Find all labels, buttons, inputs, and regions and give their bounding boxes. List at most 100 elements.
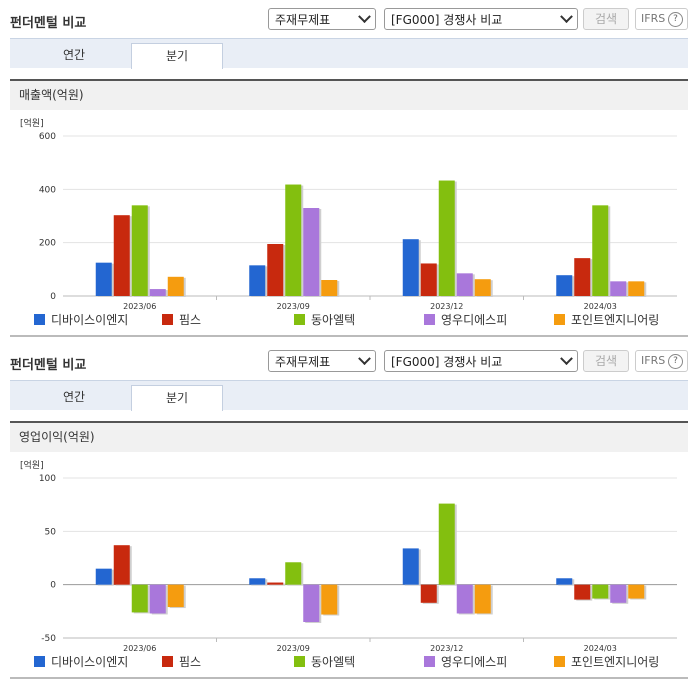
tab-quarterly[interactable]: 분기: [131, 385, 223, 411]
fundamental-panel-revenue: 펀더멘털 비교 주재무제표 [FG000] 경쟁사 비교 검색 IFRS ? 연…: [0, 8, 696, 337]
ifrs-label: IFRS: [641, 12, 666, 25]
legend-item[interactable]: 핌스: [162, 653, 201, 671]
bar: [167, 276, 184, 296]
bar: [456, 273, 473, 296]
bar: [438, 180, 455, 296]
bar-chart: [억원] 0 200 400 600 2023/06 2023/09 2023/12 2024/…: [20, 117, 677, 310]
chart-legend: 디바이스이엔지 핌스 동아엘텍 영우디에스피 포인트엔지니어링: [0, 311, 696, 329]
legend-swatch: [34, 656, 45, 667]
bar: [474, 279, 491, 296]
peer-select[interactable]: [FG000] 경쟁사 비교: [384, 8, 578, 30]
chevron-down-icon: [358, 352, 371, 366]
chevron-down-icon: [358, 10, 371, 24]
x-tick-label: 2023/12: [430, 644, 463, 652]
legend-item[interactable]: 동아엘텍: [294, 311, 355, 329]
statement-select[interactable]: 주재무제표: [268, 8, 376, 30]
legend-item[interactable]: 포인트엔지니어링: [554, 311, 659, 329]
x-tick-label: 2023/09: [277, 644, 310, 652]
y-tick-label: 0: [50, 581, 56, 591]
legend-label: 포인트엔지니어링: [571, 655, 660, 669]
bar-chart: [억원] -50 0 50 100 2023/06 2023/09 2023/12 2024/0…: [20, 459, 677, 652]
legend-item[interactable]: 영우디에스피: [424, 311, 507, 329]
fundamental-panel-operating-profit: 펀더멘털 비교 주재무제표 [FG000] 경쟁사 비교 검색 IFRS ? 연…: [0, 342, 696, 684]
y-tick-label: 400: [39, 185, 56, 195]
bar: [438, 503, 455, 585]
chart-subtitle: 매출액(억원): [10, 79, 688, 110]
legend-swatch: [554, 314, 565, 325]
legend-label: 영우디에스피: [441, 313, 508, 327]
panel-title: 펀더멘털 비교: [10, 16, 87, 31]
bar: [249, 578, 266, 585]
bar: [285, 562, 302, 585]
legend-label: 영우디에스피: [441, 655, 508, 669]
legend-label: 포인트엔지니어링: [571, 313, 660, 327]
peer-select-value: [FG000] 경쟁사 비교: [391, 355, 503, 369]
bar: [456, 584, 473, 614]
bar: [556, 275, 573, 296]
legend-item[interactable]: 포인트엔지니어링: [554, 653, 659, 671]
peer-select-value: [FG000] 경쟁사 비교: [391, 13, 503, 27]
bar: [95, 568, 112, 585]
legend-swatch: [34, 314, 45, 325]
ifrs-label: IFRS: [641, 354, 666, 367]
bar: [321, 280, 338, 296]
bar: [149, 584, 166, 614]
bar: [628, 584, 645, 599]
bar: [628, 281, 645, 296]
x-tick-label: 2023/12: [430, 302, 463, 310]
legend-swatch: [162, 656, 173, 667]
unit-label: [억원]: [20, 117, 44, 129]
statement-select[interactable]: 주재무제표: [268, 350, 376, 372]
bar: [285, 184, 302, 296]
legend-label: 동아엘텍: [311, 313, 356, 327]
panel-divider: [10, 677, 688, 679]
legend-item[interactable]: 동아엘텍: [294, 653, 355, 671]
bar: [131, 584, 148, 613]
bar: [167, 584, 184, 608]
tab-quarterly[interactable]: 분기: [131, 43, 223, 69]
bar: [574, 258, 591, 296]
panel-title: 펀더멘털 비교: [10, 358, 87, 373]
bar: [95, 262, 112, 296]
bar: [402, 548, 419, 585]
bar: [610, 281, 627, 296]
legend-item[interactable]: 핌스: [162, 311, 201, 329]
legend-item[interactable]: 영우디에스피: [424, 653, 507, 671]
y-tick-label: 0: [50, 292, 56, 302]
bar: [321, 584, 338, 615]
tab-annual[interactable]: 연간: [62, 390, 86, 404]
chevron-down-icon: [560, 352, 573, 366]
help-icon: ?: [668, 12, 683, 27]
peer-select[interactable]: [FG000] 경쟁사 비교: [384, 350, 578, 372]
chart-subtitle: 영업이익(억원): [10, 421, 688, 452]
legend-label: 디바이스이엔지: [51, 313, 129, 327]
legend-item[interactable]: 디바이스이엔지: [34, 311, 128, 329]
bar: [267, 244, 284, 296]
bar: [113, 215, 130, 296]
search-button[interactable]: 검색: [583, 8, 629, 30]
ifrs-help-button[interactable]: IFRS ?: [635, 350, 688, 372]
legend-swatch: [162, 314, 173, 325]
chart-legend: 디바이스이엔지 핌스 동아엘텍 영우디에스피 포인트엔지니어링: [0, 653, 696, 671]
ifrs-help-button[interactable]: IFRS ?: [635, 8, 688, 30]
legend-label: 핌스: [179, 655, 202, 669]
legend-swatch: [294, 656, 305, 667]
statement-select-value: 주재무제표: [275, 13, 331, 27]
bar: [402, 239, 419, 296]
x-tick-label: 2023/09: [277, 302, 310, 310]
x-tick-label: 2024/03: [584, 302, 617, 310]
search-button[interactable]: 검색: [583, 350, 629, 372]
legend-item[interactable]: 디바이스이엔지: [34, 653, 128, 671]
bar: [574, 584, 591, 600]
bar: [474, 584, 491, 614]
legend-label: 동아엘텍: [311, 655, 356, 669]
y-tick-label: 600: [39, 132, 56, 142]
bar: [556, 578, 573, 585]
bar: [303, 584, 320, 622]
tab-annual[interactable]: 연간: [62, 48, 86, 62]
bar: [149, 289, 166, 296]
unit-label: [억원]: [20, 459, 44, 471]
legend-swatch: [424, 656, 435, 667]
legend-label: 핌스: [179, 313, 202, 327]
legend-label: 디바이스이엔지: [51, 655, 129, 669]
